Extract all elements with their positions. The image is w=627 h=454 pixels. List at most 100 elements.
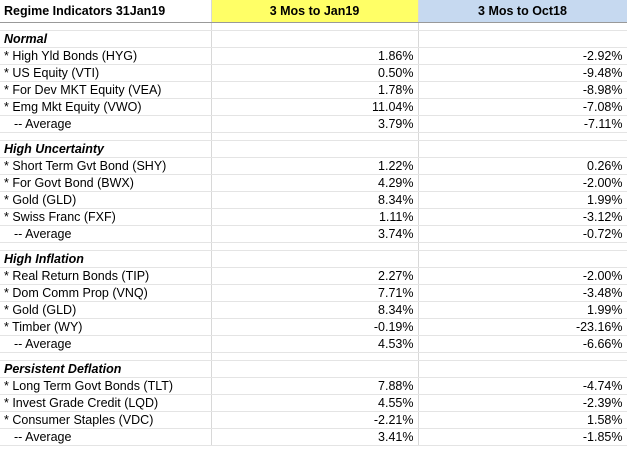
value-cell: 2.27%: [211, 267, 419, 285]
empty-cell: [0, 352, 212, 361]
row-label: * Invest Grade Credit (LQD): [0, 394, 212, 412]
empty-cell: [211, 30, 419, 48]
average-row: -- Average 3.74% -0.72%: [0, 224, 627, 243]
section-title: Persistent Deflation: [0, 360, 212, 378]
empty-cell: [211, 22, 419, 31]
row-label: * Gold (GLD): [0, 191, 212, 209]
data-row: * Invest Grade Credit (LQD) 4.55% -2.39%: [0, 394, 627, 412]
value-cell: 0.50%: [211, 64, 419, 82]
row-label: * Consumer Staples (VDC): [0, 411, 212, 429]
value-cell: -3.48%: [418, 284, 627, 302]
row-label: * Gold (GLD): [0, 301, 212, 319]
empty-cell: [0, 242, 212, 251]
data-row: * Gold (GLD) 8.34% 1.99%: [0, 191, 627, 209]
row-label: * For Govt Bond (BWX): [0, 174, 212, 192]
row-label: * For Dev MKT Equity (VEA): [0, 81, 212, 99]
empty-cell: [418, 250, 627, 268]
row-label: * US Equity (VTI): [0, 64, 212, 82]
data-row: * Long Term Govt Bonds (TLT) 7.88% -4.74%: [0, 377, 627, 395]
row-label: * Emg Mkt Equity (VWO): [0, 98, 212, 116]
data-row: * Timber (WY) -0.19% -23.16%: [0, 318, 627, 336]
average-value: -6.66%: [418, 334, 627, 353]
row-label: * Swiss Franc (FXF): [0, 208, 212, 226]
section-row: High Inflation: [0, 250, 627, 268]
average-row: -- Average 3.41% -1.85%: [0, 427, 627, 446]
empty-cell: [418, 360, 627, 378]
row-label: * Short Term Gvt Bond (SHY): [0, 157, 212, 175]
empty-cell: [418, 132, 627, 141]
average-value: 3.41%: [211, 427, 419, 446]
section-row: Persistent Deflation: [0, 360, 627, 378]
value-cell: 4.29%: [211, 174, 419, 192]
empty-cell: [418, 22, 627, 31]
value-cell: -2.21%: [211, 411, 419, 429]
value-cell: 4.55%: [211, 394, 419, 412]
section-title: High Uncertainty: [0, 140, 212, 158]
empty-cell: [211, 352, 419, 361]
value-cell: -8.98%: [418, 81, 627, 99]
empty-cell: [418, 242, 627, 251]
data-row: * For Govt Bond (BWX) 4.29% -2.00%: [0, 174, 627, 192]
row-label: * Real Return Bonds (TIP): [0, 267, 212, 285]
value-cell: -0.19%: [211, 318, 419, 336]
row-label: * Dom Comm Prop (VNQ): [0, 284, 212, 302]
section-row: Normal: [0, 30, 627, 48]
value-cell: 7.71%: [211, 284, 419, 302]
data-row: * High Yld Bonds (HYG) 1.86% -2.92%: [0, 47, 627, 65]
data-row: * US Equity (VTI) 0.50% -9.48%: [0, 64, 627, 82]
data-row: * For Dev MKT Equity (VEA) 1.78% -8.98%: [0, 81, 627, 99]
data-row: * Emg Mkt Equity (VWO) 11.04% -7.08%: [0, 98, 627, 116]
data-row: * Dom Comm Prop (VNQ) 7.71% -3.48%: [0, 284, 627, 302]
value-cell: 11.04%: [211, 98, 419, 116]
value-cell: 1.78%: [211, 81, 419, 99]
value-cell: 1.58%: [418, 411, 627, 429]
data-row: * Short Term Gvt Bond (SHY) 1.22% 0.26%: [0, 157, 627, 175]
data-row: * Consumer Staples (VDC) -2.21% 1.58%: [0, 411, 627, 429]
data-row: * Gold (GLD) 8.34% 1.99%: [0, 301, 627, 319]
average-value: -0.72%: [418, 224, 627, 243]
value-cell: -2.39%: [418, 394, 627, 412]
average-value: 3.74%: [211, 224, 419, 243]
section-row: High Uncertainty: [0, 140, 627, 158]
average-label: -- Average: [0, 224, 212, 243]
value-cell: 1.86%: [211, 47, 419, 65]
value-cell: 0.26%: [418, 157, 627, 175]
average-value: -7.11%: [418, 114, 627, 133]
value-cell: -7.08%: [418, 98, 627, 116]
value-cell: 8.34%: [211, 191, 419, 209]
spacer-row: [0, 242, 627, 251]
empty-cell: [418, 140, 627, 158]
value-cell: -2.00%: [418, 267, 627, 285]
average-value: 4.53%: [211, 334, 419, 353]
row-label: * Long Term Govt Bonds (TLT): [0, 377, 212, 395]
empty-cell: [211, 132, 419, 141]
value-cell: -9.48%: [418, 64, 627, 82]
value-cell: -3.12%: [418, 208, 627, 226]
data-row: * Real Return Bonds (TIP) 2.27% -2.00%: [0, 267, 627, 285]
spacer-row: [0, 352, 627, 361]
header-row: Regime Indicators 31Jan19 3 Mos to Jan19…: [0, 0, 627, 23]
empty-cell: [0, 132, 212, 141]
section-title: High Inflation: [0, 250, 212, 268]
row-label: * High Yld Bonds (HYG): [0, 47, 212, 65]
value-cell: 1.99%: [418, 191, 627, 209]
header-col: 3 Mos to Oct18: [418, 0, 627, 23]
header-col: 3 Mos to Jan19: [211, 0, 419, 23]
empty-cell: [211, 242, 419, 251]
value-cell: -4.74%: [418, 377, 627, 395]
value-cell: 1.99%: [418, 301, 627, 319]
average-value: 3.79%: [211, 114, 419, 133]
empty-cell: [211, 140, 419, 158]
average-row: -- Average 4.53% -6.66%: [0, 334, 627, 353]
average-label: -- Average: [0, 114, 212, 133]
empty-cell: [211, 250, 419, 268]
average-label: -- Average: [0, 427, 212, 446]
value-cell: 8.34%: [211, 301, 419, 319]
average-label: -- Average: [0, 334, 212, 353]
section-title: Normal: [0, 30, 212, 48]
value-cell: -2.92%: [418, 47, 627, 65]
header-title: Regime Indicators 31Jan19: [0, 0, 212, 23]
empty-cell: [0, 22, 212, 31]
